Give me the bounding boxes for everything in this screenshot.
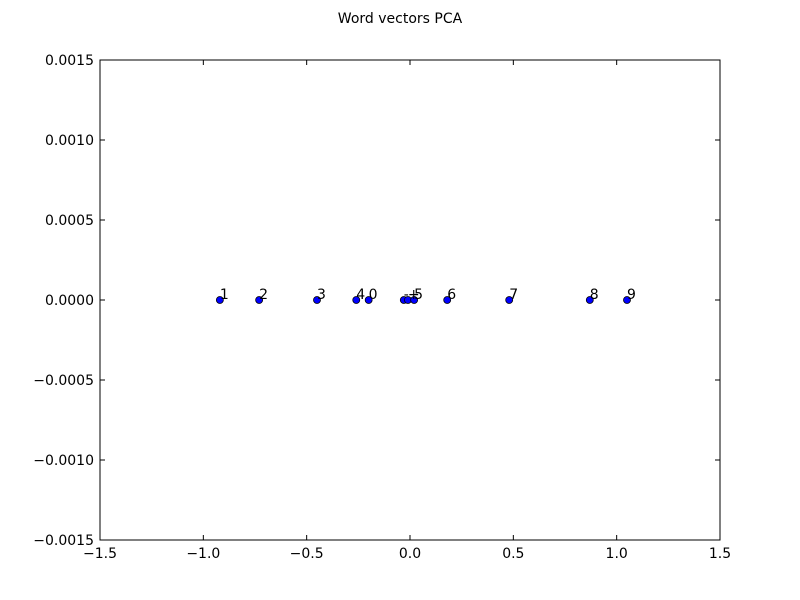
data-point	[364, 296, 373, 304]
data-point	[255, 296, 264, 304]
y-axis: 0.0015 0.0010 0.0005 0.0000 −0.0005 −0.0010 −0…	[33, 53, 720, 549]
x-tick-label: 1.5	[709, 546, 731, 562]
data-point	[215, 296, 224, 304]
data-point-label: 4	[356, 287, 365, 303]
data-point-label: 6	[447, 287, 456, 303]
data-point-label: 1	[220, 287, 229, 303]
data-point	[505, 296, 514, 304]
x-tick-label: 0.5	[502, 546, 524, 562]
data-point	[410, 296, 419, 304]
data-point-label: -	[404, 287, 409, 303]
y-tick-label: 0.0010	[45, 133, 94, 149]
chart-title: Word vectors PCA	[338, 11, 463, 27]
y-tick-label: −0.0005	[33, 373, 94, 389]
data-point-label: 9	[627, 287, 636, 303]
data-point-label: 7	[509, 287, 518, 303]
data-point	[313, 296, 321, 304]
data-point	[443, 296, 452, 304]
x-tick-label: 1.0	[606, 546, 628, 562]
y-tick-label: −0.0010	[33, 453, 94, 469]
x-tick-label: −1.5	[83, 546, 117, 562]
data-point	[585, 296, 594, 304]
data-point-label: 0	[369, 287, 378, 303]
x-tick-label: 0.0	[399, 546, 421, 562]
x-axis: −1.5 −1.0 −0.5 0.0 0.5 1.0 1.5	[83, 60, 731, 562]
data-points	[215, 296, 631, 304]
data-point-label: 5	[414, 287, 423, 303]
y-tick-label: 0.0015	[45, 53, 94, 69]
data-point-label: +	[408, 287, 420, 303]
y-tick-label: 0.0000	[45, 293, 94, 309]
x-tick-label: −0.5	[290, 546, 324, 562]
data-point-label: 3	[317, 287, 326, 303]
point-labels: 1 2 3 4 0 - +5 6 7 8 9	[220, 287, 636, 303]
data-point	[623, 296, 631, 304]
x-tick-label: −1.0	[186, 546, 220, 562]
data-point	[352, 296, 361, 304]
y-tick-label: 0.0005	[45, 213, 94, 229]
y-tick-label: −0.0015	[33, 533, 94, 549]
data-point-label: 2	[259, 287, 268, 303]
data-point-label: 8	[590, 287, 599, 303]
